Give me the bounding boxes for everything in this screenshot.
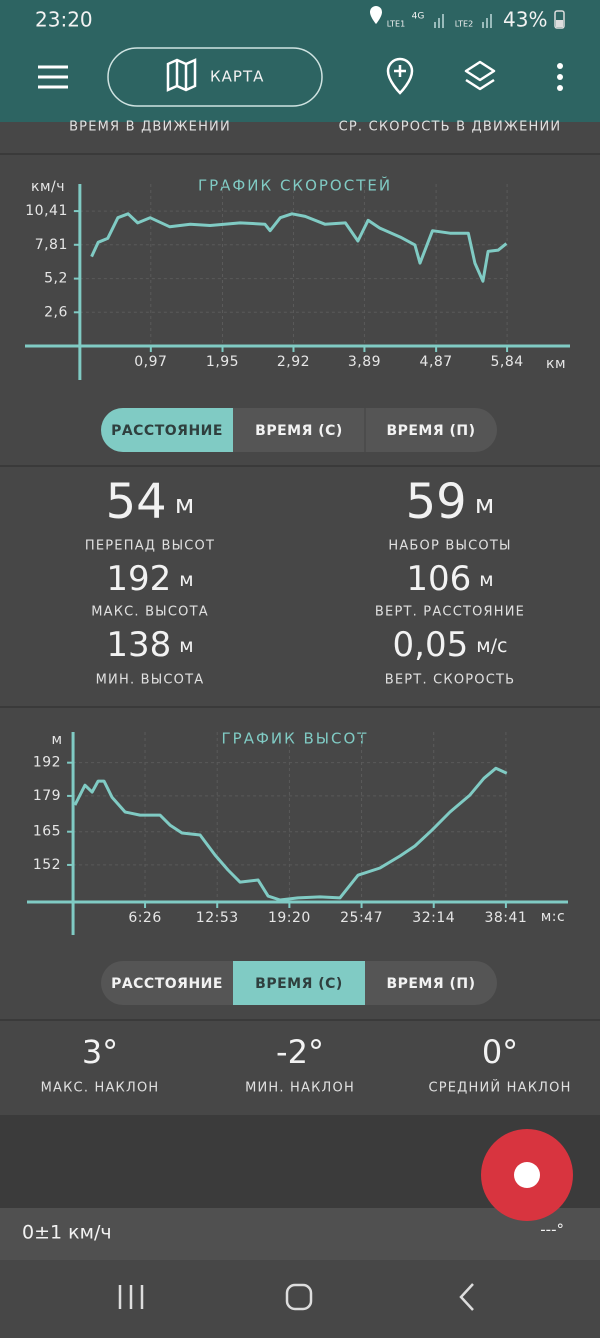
bottom-bar — [0, 1208, 600, 1260]
current-speed: 0±1 км/ч — [22, 1222, 112, 1244]
stat-unit: м — [179, 635, 193, 657]
map-button-label: КАРТА — [210, 68, 264, 86]
stat-value: -2° — [276, 1033, 324, 1071]
stat-label: МИН. НАКЛОН — [245, 1081, 355, 1096]
stat-label: ПЕРЕПАД ВЫСОТ — [85, 539, 215, 554]
y-tick-label: 165 — [33, 824, 61, 840]
stat-number: 0,05 — [393, 625, 469, 665]
battery-icon — [554, 10, 565, 29]
stat-unit: м/с — [476, 635, 507, 657]
data-line — [73, 766, 508, 902]
toggle-selected — [233, 961, 365, 1005]
y-tick-label: 2,6 — [44, 304, 68, 320]
stat-value: 0,05 м/с — [393, 625, 508, 665]
network-label: LTE1 — [387, 20, 405, 29]
x-tick-label: 5,84 — [491, 354, 524, 370]
signal-icons — [434, 14, 492, 28]
clock: 23:20 — [35, 8, 93, 32]
y-tick-label: 192 — [33, 755, 61, 771]
y-tick-label: 152 — [33, 857, 61, 873]
x-unit: м:с — [541, 909, 565, 925]
toggle-button[interactable]: РАССТОЯНИЕ — [111, 423, 223, 439]
x-tick-label: 38:41 — [484, 910, 527, 926]
battery-label: 43% — [503, 8, 547, 32]
toggle-button[interactable]: ВРЕМЯ (С) — [255, 976, 343, 992]
network-label: 4G — [412, 12, 425, 22]
stat-number: 3° — [82, 1033, 118, 1071]
stat-value: 138 м — [106, 625, 193, 665]
stat-number: 54 — [106, 474, 167, 530]
toggle-button[interactable]: РАССТОЯНИЕ — [111, 976, 223, 992]
stat-value: 192 м — [106, 559, 193, 599]
y-tick-label: 179 — [33, 788, 61, 804]
map-button[interactable] — [107, 47, 323, 107]
stat-label: НАБОР ВЫСОТЫ — [388, 539, 511, 554]
x-tick-label: 2,92 — [277, 354, 310, 370]
add-marker-button[interactable] — [386, 57, 414, 95]
x-tick-label: 4,87 — [420, 354, 453, 370]
menu-button[interactable] — [38, 65, 68, 89]
stat-value: 54 м — [106, 474, 195, 530]
nav-bar — [0, 1260, 600, 1338]
layers-button[interactable] — [464, 60, 496, 91]
heading: ---° — [540, 1221, 564, 1239]
dividers — [0, 153, 600, 1021]
stat-label: ВЕРТ. СКОРОСТЬ — [385, 673, 516, 688]
chart-title: ГРАФИК СКОРОСТЕЙ — [198, 176, 392, 195]
x-tick-label: 12:53 — [196, 910, 239, 926]
stat-number: 106 — [406, 559, 471, 599]
stat-unit: м — [479, 569, 493, 591]
stat-unit: м — [475, 490, 495, 520]
stat-unit: м — [175, 490, 195, 520]
toggle-button[interactable]: ВРЕМЯ (С) — [255, 423, 343, 439]
x-tick-label: 0,97 — [134, 354, 167, 370]
stat-number: 59 — [406, 474, 467, 530]
x-tick-label: 1,95 — [206, 354, 239, 370]
toggle-selected — [167, 408, 233, 452]
y-tick-label: 7,81 — [35, 237, 68, 253]
x-tick-label: 3,89 — [348, 354, 381, 370]
toggle-button[interactable]: ВРЕМЯ (П) — [386, 423, 475, 439]
x-unit: км — [546, 356, 566, 372]
stat-value: 106 м — [406, 559, 493, 599]
record-icon — [514, 1162, 540, 1188]
network-label: LTE2 — [455, 20, 473, 29]
stat-label: МИН. ВЫСОТА — [96, 673, 205, 688]
more-button[interactable] — [557, 63, 563, 91]
y-unit: км/ч — [31, 179, 65, 195]
x-tick-label: 6:26 — [128, 910, 161, 926]
x-tick-label: 32:14 — [412, 910, 455, 926]
summary-label: СР. СКОРОСТЬ В ДВИЖЕНИИ — [339, 120, 562, 135]
y-tick-label: 5,2 — [44, 271, 68, 287]
stat-label: ВЕРТ. РАССТОЯНИЕ — [375, 605, 525, 620]
stat-label: МАКС. НАКЛОН — [41, 1081, 160, 1096]
content — [0, 122, 600, 1115]
x-tick-label: 25:47 — [340, 910, 383, 926]
location-icon — [370, 6, 382, 24]
data-line — [90, 212, 508, 283]
stat-label: СРЕДНИЙ НАКЛОН — [428, 1080, 571, 1096]
toggle-button[interactable]: ВРЕМЯ (П) — [386, 976, 475, 992]
stat-label: МАКС. ВЫСОТА — [91, 605, 209, 620]
stat-value: 3° — [82, 1033, 118, 1071]
stat-number: 192 — [106, 559, 171, 599]
stat-number: 0° — [482, 1033, 518, 1071]
stat-value: 0° — [482, 1033, 518, 1071]
stat-number: 138 — [106, 625, 171, 665]
stat-value: 59 м — [406, 474, 495, 530]
battery-level — [556, 20, 563, 27]
map-icon — [166, 58, 197, 92]
nav-buttons[interactable] — [118, 1283, 474, 1311]
chart-title: ГРАФИК ВЫСОТ — [222, 730, 369, 748]
summary-label: ВРЕМЯ В ДВИЖЕНИИ — [69, 120, 231, 135]
app-bar — [0, 0, 600, 122]
stat-number: -2° — [276, 1033, 324, 1071]
x-tick-label: 19:20 — [268, 910, 311, 926]
y-unit: м — [51, 732, 62, 748]
y-tick-label: 10,41 — [25, 203, 68, 219]
stat-unit: м — [179, 569, 193, 591]
